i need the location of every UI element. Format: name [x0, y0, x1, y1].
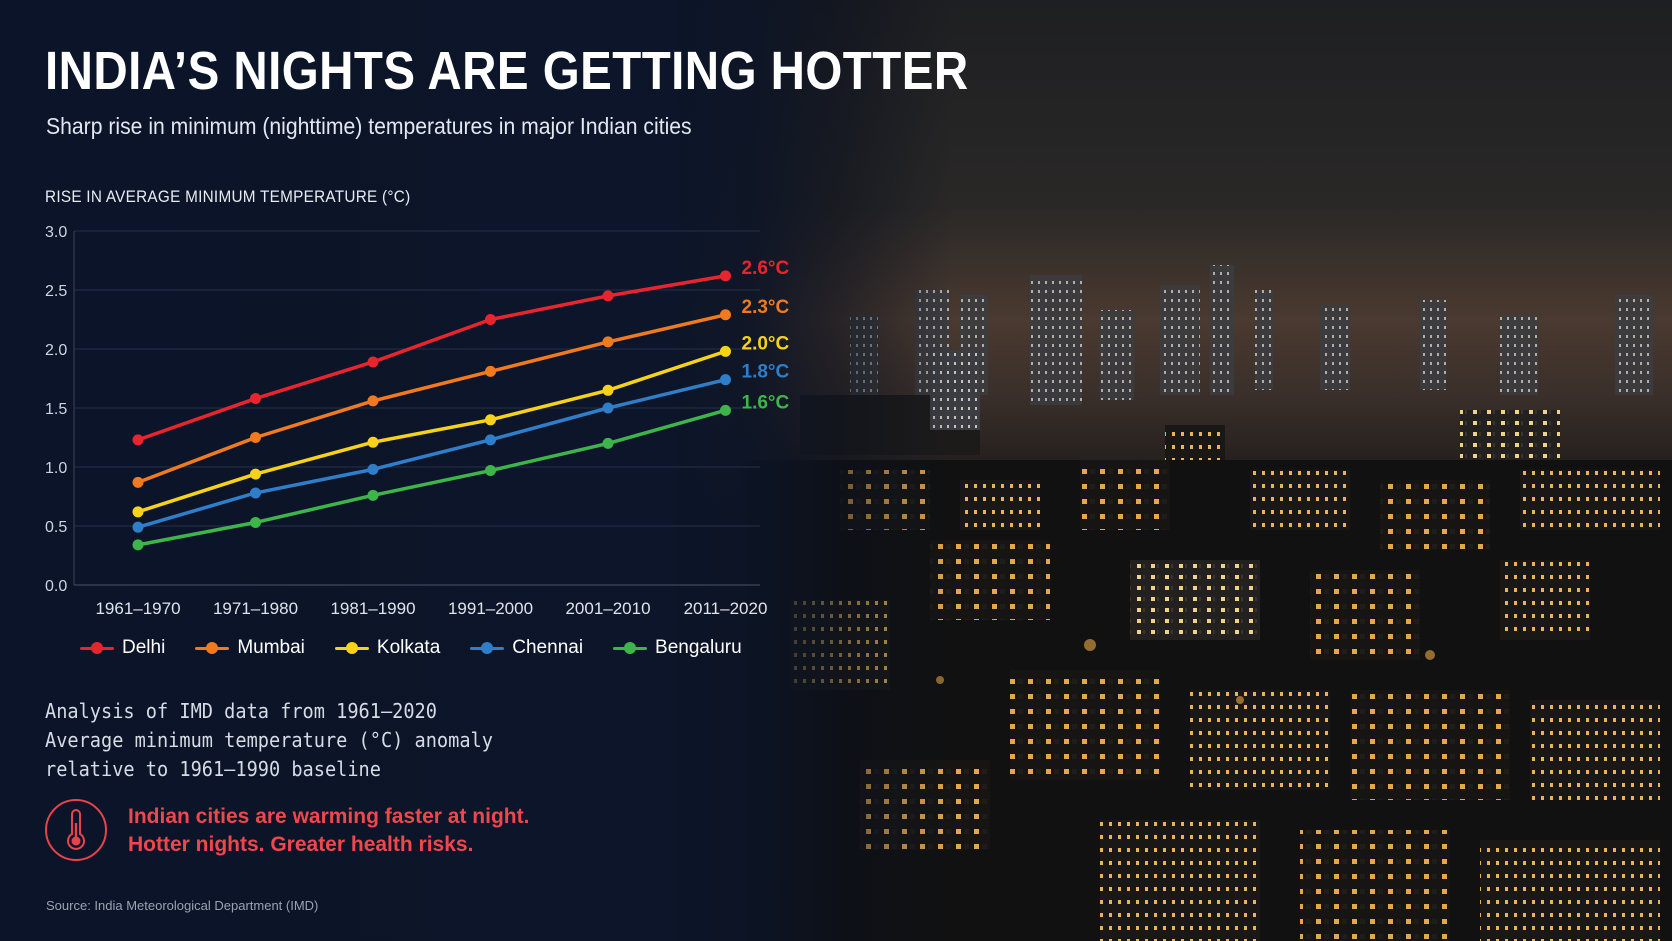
callout-line-2: Hotter nights. Greater health risks. [128, 833, 474, 856]
legend-item-kolkata: Kolkata [334, 637, 441, 659]
data-point-chennai [132, 521, 144, 533]
data-point-chennai [602, 402, 614, 414]
y-tick-label: 2.5 [45, 283, 67, 300]
x-tick-label: 1981–1990 [330, 599, 415, 618]
notes-line-2: Average minimum temperature (°C) anomaly [45, 728, 493, 752]
legend-item-delhi: Delhi [80, 637, 165, 659]
data-point-kolkata [720, 345, 731, 357]
page-subtitle: Sharp rise in minimum (nighttime) temper… [46, 113, 692, 139]
end-label-kolkata: 2.0°C [742, 333, 790, 354]
data-point-chennai [250, 487, 261, 499]
legend-label-delhi: Delhi [122, 637, 166, 658]
series-line-kolkata [136, 349, 728, 514]
data-point-bengaluru [132, 539, 144, 551]
y-tick-label: 1.0 [45, 460, 67, 477]
data-point-kolkata [367, 436, 379, 448]
legend-swatch-mumbai [195, 642, 230, 654]
data-point-mumbai [250, 432, 261, 443]
thermometer-icon [45, 799, 107, 861]
data-point-delhi [720, 270, 731, 282]
page-title: INDIA’S NIGHTS ARE GETTING HOTTER [45, 41, 969, 101]
x-tick-label: 1961–1970 [95, 599, 180, 618]
end-label-delhi: 2.6°C [742, 258, 790, 279]
data-point-delhi [132, 434, 144, 446]
data-point-bengaluru [602, 437, 614, 449]
series-line-mumbai [136, 313, 728, 485]
callout-line-1: Indian cities are warming faster at nigh… [128, 805, 530, 828]
legend-swatch-kolkata [334, 642, 369, 654]
legend-swatch-bengaluru [613, 642, 648, 654]
data-point-bengaluru [250, 516, 261, 528]
x-tick-label: 2011–2020 [684, 599, 768, 618]
x-tick-label: 1971–1980 [213, 599, 298, 618]
data-point-delhi [250, 393, 261, 405]
data-point-bengaluru [367, 489, 379, 501]
data-point-kolkata [602, 384, 614, 396]
legend-swatch-delhi [80, 642, 114, 654]
end-label-mumbai: 2.3°C [742, 297, 790, 318]
data-point-kolkata [485, 414, 496, 426]
y-tick-label: 0.0 [45, 578, 67, 595]
data-point-delhi [485, 314, 496, 325]
y-tick-label: 1.5 [45, 401, 67, 418]
y-tick-label: 0.5 [45, 519, 67, 536]
data-point-kolkata [132, 506, 144, 518]
legend-label-chennai: Chennai [512, 637, 584, 658]
source-note: Source: India Meteorological Department … [46, 898, 319, 913]
y-axis-title: RISE IN AVERAGE MINIMUM TEMPERATURE (°C) [45, 187, 411, 206]
legend-label-bengaluru: Bengaluru [655, 637, 742, 658]
y-tick-label: 2.0 [45, 342, 67, 359]
legend-item-bengaluru: Bengaluru [613, 637, 742, 659]
data-point-mumbai [367, 395, 379, 407]
data-point-bengaluru [720, 404, 731, 416]
data-point-delhi [602, 290, 614, 302]
data-point-delhi [367, 356, 379, 368]
data-point-mumbai [485, 365, 496, 377]
y-tick-label: 3.0 [45, 224, 67, 241]
series-line-bengaluru [136, 408, 728, 547]
data-point-chennai [485, 434, 496, 446]
legend-label-kolkata: Kolkata [376, 637, 441, 658]
data-point-chennai [367, 463, 379, 475]
chart-legend: Delhi Mumbai Kolkata Chennai Bengaluru [80, 637, 742, 659]
x-tick-label: 2001–2010 [565, 599, 650, 618]
legend-item-chennai: Chennai [470, 637, 583, 659]
legend-item-mumbai: Mumbai [195, 637, 305, 659]
data-point-kolkata [250, 468, 261, 480]
data-point-bengaluru [485, 465, 496, 477]
data-point-mumbai [132, 476, 144, 488]
end-label-chennai: 1.8°C [742, 362, 790, 383]
health-callout: Indian cities are warming faster at nigh… [128, 803, 529, 859]
x-tick-label: 1991–2000 [448, 599, 533, 618]
series-line-chennai [136, 377, 728, 529]
series-line-delhi [136, 274, 728, 442]
end-label-bengaluru: 1.6°C [742, 392, 790, 413]
data-point-mumbai [602, 336, 614, 348]
legend-label-mumbai: Mumbai [237, 637, 305, 658]
notes-line-3: relative to 1961–1990 baseline [45, 757, 381, 781]
data-point-chennai [720, 374, 731, 386]
legend-swatch-chennai [470, 642, 505, 654]
data-point-mumbai [720, 309, 731, 321]
notes-line-1: Analysis of IMD data from 1961–2020 [45, 699, 437, 723]
analysis-notes: Analysis of IMD data from 1961–2020 Aver… [45, 697, 527, 784]
